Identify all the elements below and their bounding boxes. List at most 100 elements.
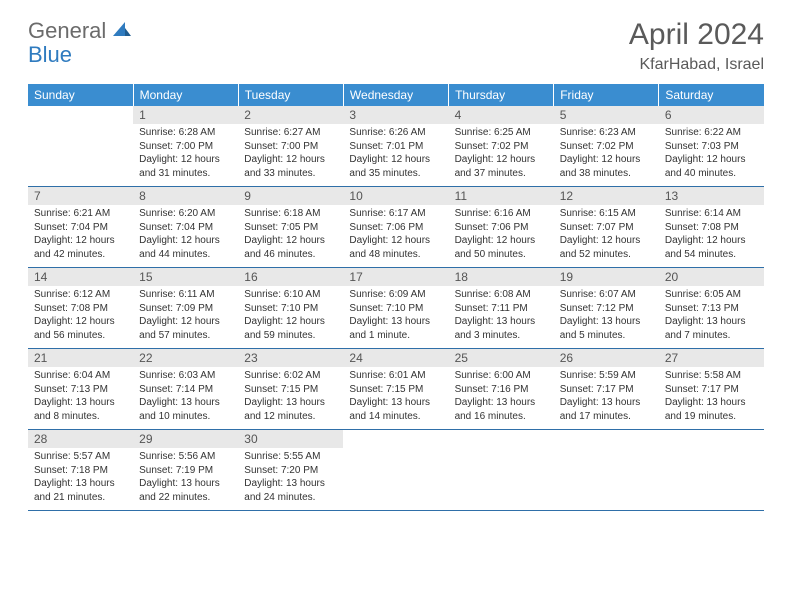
- day-number: 24: [343, 349, 448, 367]
- day-text: Sunrise: 6:14 AMSunset: 7:08 PMDaylight:…: [659, 205, 764, 267]
- day-text: Sunrise: 6:10 AMSunset: 7:10 PMDaylight:…: [238, 286, 343, 348]
- day-d2: and 31 minutes.: [139, 167, 232, 181]
- day-d2: and 16 minutes.: [455, 410, 548, 424]
- day-number: 27: [659, 349, 764, 367]
- day-d2: and 48 minutes.: [349, 248, 442, 262]
- day-ss: Sunset: 7:19 PM: [139, 464, 232, 478]
- day-d1: Daylight: 12 hours: [665, 153, 758, 167]
- day-cell: 19Sunrise: 6:07 AMSunset: 7:12 PMDayligh…: [554, 268, 659, 349]
- logo-text-general: General: [28, 18, 106, 44]
- dow-sunday: Sunday: [28, 84, 133, 106]
- day-text: Sunrise: 5:58 AMSunset: 7:17 PMDaylight:…: [659, 367, 764, 429]
- day-ss: Sunset: 7:13 PM: [34, 383, 127, 397]
- day-cell: 10Sunrise: 6:17 AMSunset: 7:06 PMDayligh…: [343, 187, 448, 268]
- logo-sail-icon: [111, 20, 131, 43]
- day-sr: Sunrise: 6:02 AM: [244, 369, 337, 383]
- day-ss: Sunset: 7:07 PM: [560, 221, 653, 235]
- day-d2: and 19 minutes.: [665, 410, 758, 424]
- day-number: 21: [28, 349, 133, 367]
- day-d2: and 10 minutes.: [139, 410, 232, 424]
- dow-friday: Friday: [554, 84, 659, 106]
- day-sr: Sunrise: 6:25 AM: [455, 126, 548, 140]
- day-d1: Daylight: 12 hours: [560, 153, 653, 167]
- day-cell: 23Sunrise: 6:02 AMSunset: 7:15 PMDayligh…: [238, 349, 343, 430]
- day-d2: and 56 minutes.: [34, 329, 127, 343]
- day-sr: Sunrise: 6:00 AM: [455, 369, 548, 383]
- day-ss: Sunset: 7:01 PM: [349, 140, 442, 154]
- day-d1: Daylight: 12 hours: [34, 315, 127, 329]
- day-sr: Sunrise: 5:58 AM: [665, 369, 758, 383]
- day-sr: Sunrise: 5:55 AM: [244, 450, 337, 464]
- day-cell: 16Sunrise: 6:10 AMSunset: 7:10 PMDayligh…: [238, 268, 343, 349]
- day-d2: and 5 minutes.: [560, 329, 653, 343]
- day-d1: Daylight: 12 hours: [34, 234, 127, 248]
- day-d1: Daylight: 12 hours: [244, 315, 337, 329]
- day-text: Sunrise: 6:04 AMSunset: 7:13 PMDaylight:…: [28, 367, 133, 429]
- day-d1: Daylight: 13 hours: [665, 396, 758, 410]
- day-number: 15: [133, 268, 238, 286]
- dow-thursday: Thursday: [449, 84, 554, 106]
- day-text: Sunrise: 6:11 AMSunset: 7:09 PMDaylight:…: [133, 286, 238, 348]
- day-text: [449, 448, 554, 506]
- day-d2: and 44 minutes.: [139, 248, 232, 262]
- day-cell: 15Sunrise: 6:11 AMSunset: 7:09 PMDayligh…: [133, 268, 238, 349]
- week-row: 1Sunrise: 6:28 AMSunset: 7:00 PMDaylight…: [28, 106, 764, 187]
- day-d1: Daylight: 12 hours: [560, 234, 653, 248]
- day-text: Sunrise: 5:59 AMSunset: 7:17 PMDaylight:…: [554, 367, 659, 429]
- day-d2: and 57 minutes.: [139, 329, 232, 343]
- day-text: Sunrise: 6:01 AMSunset: 7:15 PMDaylight:…: [343, 367, 448, 429]
- day-d1: Daylight: 13 hours: [34, 477, 127, 491]
- day-d2: and 33 minutes.: [244, 167, 337, 181]
- day-sr: Sunrise: 5:59 AM: [560, 369, 653, 383]
- location: KfarHabad, Israel: [629, 56, 764, 74]
- day-cell: [343, 430, 448, 511]
- logo-text-blue: Blue: [28, 42, 72, 67]
- day-ss: Sunset: 7:02 PM: [455, 140, 548, 154]
- dow-tuesday: Tuesday: [238, 84, 343, 106]
- day-text: Sunrise: 6:26 AMSunset: 7:01 PMDaylight:…: [343, 124, 448, 186]
- day-ss: Sunset: 7:14 PM: [139, 383, 232, 397]
- day-cell: [28, 106, 133, 187]
- day-number: 12: [554, 187, 659, 205]
- day-text: Sunrise: 6:21 AMSunset: 7:04 PMDaylight:…: [28, 205, 133, 267]
- day-sr: Sunrise: 6:15 AM: [560, 207, 653, 221]
- day-ss: Sunset: 7:04 PM: [139, 221, 232, 235]
- day-sr: Sunrise: 6:14 AM: [665, 207, 758, 221]
- day-text: Sunrise: 6:16 AMSunset: 7:06 PMDaylight:…: [449, 205, 554, 267]
- day-text: Sunrise: 6:18 AMSunset: 7:05 PMDaylight:…: [238, 205, 343, 267]
- day-d1: Daylight: 13 hours: [244, 396, 337, 410]
- day-d1: Daylight: 13 hours: [560, 396, 653, 410]
- day-sr: Sunrise: 6:17 AM: [349, 207, 442, 221]
- day-text: Sunrise: 6:12 AMSunset: 7:08 PMDaylight:…: [28, 286, 133, 348]
- month-title: April 2024: [629, 18, 764, 52]
- day-d2: and 59 minutes.: [244, 329, 337, 343]
- day-d1: Daylight: 13 hours: [560, 315, 653, 329]
- day-number: 17: [343, 268, 448, 286]
- day-text: Sunrise: 6:22 AMSunset: 7:03 PMDaylight:…: [659, 124, 764, 186]
- day-sr: Sunrise: 6:12 AM: [34, 288, 127, 302]
- day-cell: 6Sunrise: 6:22 AMSunset: 7:03 PMDaylight…: [659, 106, 764, 187]
- day-ss: Sunset: 7:17 PM: [665, 383, 758, 397]
- day-number-empty: [554, 430, 659, 448]
- day-cell: 25Sunrise: 6:00 AMSunset: 7:16 PMDayligh…: [449, 349, 554, 430]
- day-sr: Sunrise: 6:04 AM: [34, 369, 127, 383]
- day-text: Sunrise: 6:02 AMSunset: 7:15 PMDaylight:…: [238, 367, 343, 429]
- day-number: 25: [449, 349, 554, 367]
- day-cell: 24Sunrise: 6:01 AMSunset: 7:15 PMDayligh…: [343, 349, 448, 430]
- week-row: 7Sunrise: 6:21 AMSunset: 7:04 PMDaylight…: [28, 187, 764, 268]
- day-d2: and 14 minutes.: [349, 410, 442, 424]
- day-cell: 21Sunrise: 6:04 AMSunset: 7:13 PMDayligh…: [28, 349, 133, 430]
- day-ss: Sunset: 7:11 PM: [455, 302, 548, 316]
- title-block: April 2024 KfarHabad, Israel: [629, 18, 764, 74]
- day-ss: Sunset: 7:16 PM: [455, 383, 548, 397]
- day-d1: Daylight: 12 hours: [349, 153, 442, 167]
- day-cell: 28Sunrise: 5:57 AMSunset: 7:18 PMDayligh…: [28, 430, 133, 511]
- day-number: 18: [449, 268, 554, 286]
- day-sr: Sunrise: 6:16 AM: [455, 207, 548, 221]
- day-sr: Sunrise: 6:07 AM: [560, 288, 653, 302]
- day-d1: Daylight: 12 hours: [665, 234, 758, 248]
- day-sr: Sunrise: 6:18 AM: [244, 207, 337, 221]
- day-d1: Daylight: 13 hours: [349, 396, 442, 410]
- day-d2: and 1 minute.: [349, 329, 442, 343]
- day-number: 9: [238, 187, 343, 205]
